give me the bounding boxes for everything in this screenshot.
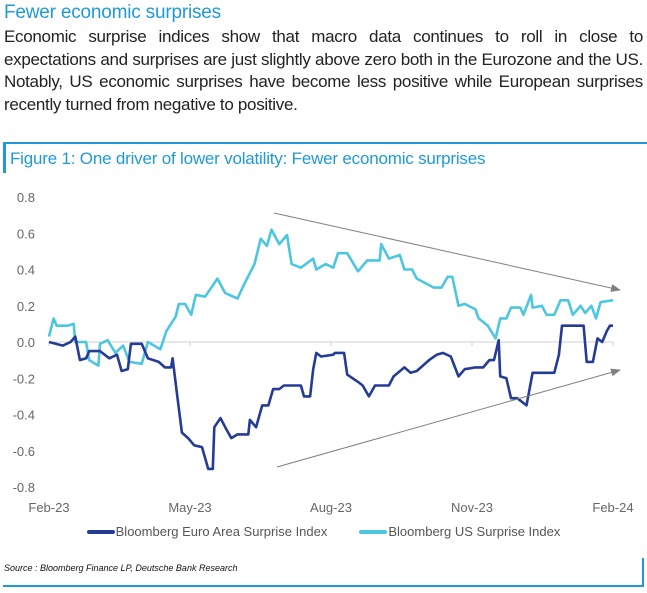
y-tick-label: 0.8 bbox=[17, 190, 35, 205]
figure-left-border bbox=[3, 142, 6, 173]
legend-item-euro: Bloomberg Euro Area Surprise Index bbox=[86, 524, 328, 539]
legend-item-us: Bloomberg US Surprise Index bbox=[359, 524, 560, 539]
source-note: Source : Bloomberg Finance LP, Deutsche … bbox=[4, 563, 238, 573]
body-paragraph: Economic surprise indices show that macr… bbox=[4, 27, 643, 114]
x-tick-label: May-23 bbox=[168, 500, 211, 515]
annotation-arrow-down bbox=[273, 212, 621, 292]
figure-top-border bbox=[3, 142, 647, 144]
annotation-arrow-up bbox=[276, 368, 621, 468]
y-tick-label: -0.6 bbox=[13, 444, 35, 459]
legend-swatch-us bbox=[359, 529, 388, 534]
legend-label-us: Bloomberg US Surprise Index bbox=[388, 524, 561, 539]
legend-label-euro: Bloomberg Euro Area Surprise Index bbox=[115, 524, 328, 539]
section-heading: Fewer economic surprises bbox=[4, 2, 221, 23]
series-line-us bbox=[47, 228, 614, 367]
x-tick-label: Aug-23 bbox=[310, 500, 352, 515]
line-chart: 0.8 0.6 0.4 0.2 0.0 -0.2 -0.4 -0.6 -0.8 Feb-23 Ma… bbox=[13, 190, 634, 515]
y-tick-label: -0.2 bbox=[13, 371, 35, 386]
legend-swatch-euro bbox=[86, 529, 115, 534]
x-tick-label: Feb-24 bbox=[592, 500, 633, 515]
legend: Bloomberg Euro Area Surprise Index Bloom… bbox=[0, 524, 647, 539]
x-tick-label: Feb-23 bbox=[28, 500, 69, 515]
y-tick-label: 0.0 bbox=[17, 335, 35, 350]
figure-title: Figure 1: One driver of lower volatility… bbox=[10, 149, 486, 168]
x-tick-label: Nov-23 bbox=[451, 500, 493, 515]
y-tick-label: 0.6 bbox=[17, 226, 35, 241]
y-tick-label: 0.2 bbox=[17, 299, 35, 314]
figure-right-border bbox=[642, 558, 644, 587]
y-tick-label: -0.8 bbox=[13, 480, 35, 495]
figure-bottom-border bbox=[3, 585, 644, 587]
y-tick-label: -0.4 bbox=[13, 408, 35, 423]
y-tick-label: 0.4 bbox=[17, 263, 35, 278]
series-line-euro bbox=[48, 324, 613, 471]
